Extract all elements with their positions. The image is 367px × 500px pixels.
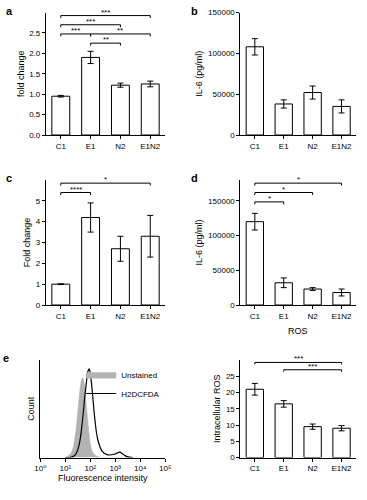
svg-text:C1: C1 [56,142,67,151]
svg-text:15: 15 [226,405,235,414]
svg-text:5: 5 [230,437,235,446]
svg-text:10⁴: 10⁴ [134,464,147,473]
svg-text:IL-6 (pg/ml): IL-6 (pg/ml) [194,219,204,265]
svg-text:H2DCFDA: H2DCFDA [121,390,159,399]
svg-text:10²: 10² [84,464,96,473]
svg-text:*: * [297,175,300,184]
svg-text:*: * [268,194,271,203]
svg-text:150000: 150000 [208,8,235,17]
svg-text:***: *** [86,17,95,26]
svg-text:100000: 100000 [208,231,235,240]
svg-text:10⁵: 10⁵ [159,464,171,473]
svg-text:C1: C1 [250,464,261,473]
svg-text:0: 0 [230,131,235,140]
svg-text:d: d [191,172,198,184]
svg-text:***: *** [101,8,110,17]
svg-text:N2: N2 [308,312,319,321]
svg-text:N2: N2 [115,312,126,321]
svg-text:C1: C1 [250,142,261,151]
svg-text:**: ** [103,35,109,44]
svg-text:ROS: ROS [288,326,308,336]
svg-text:C1: C1 [56,312,67,321]
svg-text:E1N2: E1N2 [140,312,161,321]
svg-text:E1: E1 [279,464,289,473]
svg-text:5: 5 [36,197,41,206]
svg-text:50000: 50000 [213,266,236,275]
svg-text:E1: E1 [86,312,96,321]
svg-text:Fluorescence intensity: Fluorescence intensity [58,473,148,483]
svg-text:E1N2: E1N2 [140,142,161,151]
svg-text:b: b [191,5,198,17]
svg-text:fold change: fold change [16,50,26,97]
svg-text:****: **** [70,185,82,194]
svg-text:IL-6 (pg/ml): IL-6 (pg/ml) [194,51,204,97]
svg-text:0.5: 0.5 [29,110,41,119]
svg-text:***: *** [71,26,80,35]
svg-text:0: 0 [230,301,235,310]
svg-text:E1: E1 [86,142,96,151]
svg-text:1: 1 [36,280,41,289]
svg-text:1.0: 1.0 [29,90,41,99]
svg-text:***: *** [294,354,303,363]
svg-text:E1N2: E1N2 [332,142,353,151]
svg-text:Fold change: Fold change [22,218,32,268]
svg-text:10³: 10³ [109,464,121,473]
svg-text:e: e [3,352,9,364]
svg-text:Count: Count [26,396,36,421]
svg-text:2: 2 [36,259,41,268]
svg-text:E1N2: E1N2 [332,464,353,473]
svg-text:20: 20 [226,388,235,397]
svg-text:2.0: 2.0 [29,49,41,58]
svg-text:4: 4 [36,217,41,226]
svg-text:Intracellular ROS: Intracellular ROS [212,374,222,443]
svg-text:E1: E1 [279,312,289,321]
svg-text:0: 0 [36,301,41,310]
svg-text:3: 3 [36,238,41,247]
svg-text:c: c [6,172,12,184]
svg-text:***: *** [308,362,317,371]
svg-text:E1N2: E1N2 [332,312,353,321]
svg-text:N2: N2 [308,142,319,151]
svg-text:1.5: 1.5 [29,70,41,79]
svg-text:Unstained: Unstained [121,371,157,380]
svg-text:E1: E1 [279,142,289,151]
svg-text:N2: N2 [115,142,126,151]
svg-text:*: * [282,185,285,194]
svg-text:50000: 50000 [213,90,236,99]
svg-text:0.0: 0.0 [29,131,41,140]
svg-text:25: 25 [226,372,235,381]
svg-text:150000: 150000 [208,197,235,206]
svg-text:10¹: 10¹ [60,464,72,473]
svg-text:2.5: 2.5 [29,29,41,38]
svg-text:0: 0 [230,453,235,462]
svg-text:*: * [104,175,107,184]
svg-text:C1: C1 [250,312,261,321]
svg-text:a: a [6,5,13,17]
svg-text:10: 10 [226,421,235,430]
svg-text:**: ** [117,26,123,35]
svg-text:N2: N2 [308,464,319,473]
svg-text:100000: 100000 [208,49,235,58]
svg-text:10⁰: 10⁰ [34,464,46,473]
